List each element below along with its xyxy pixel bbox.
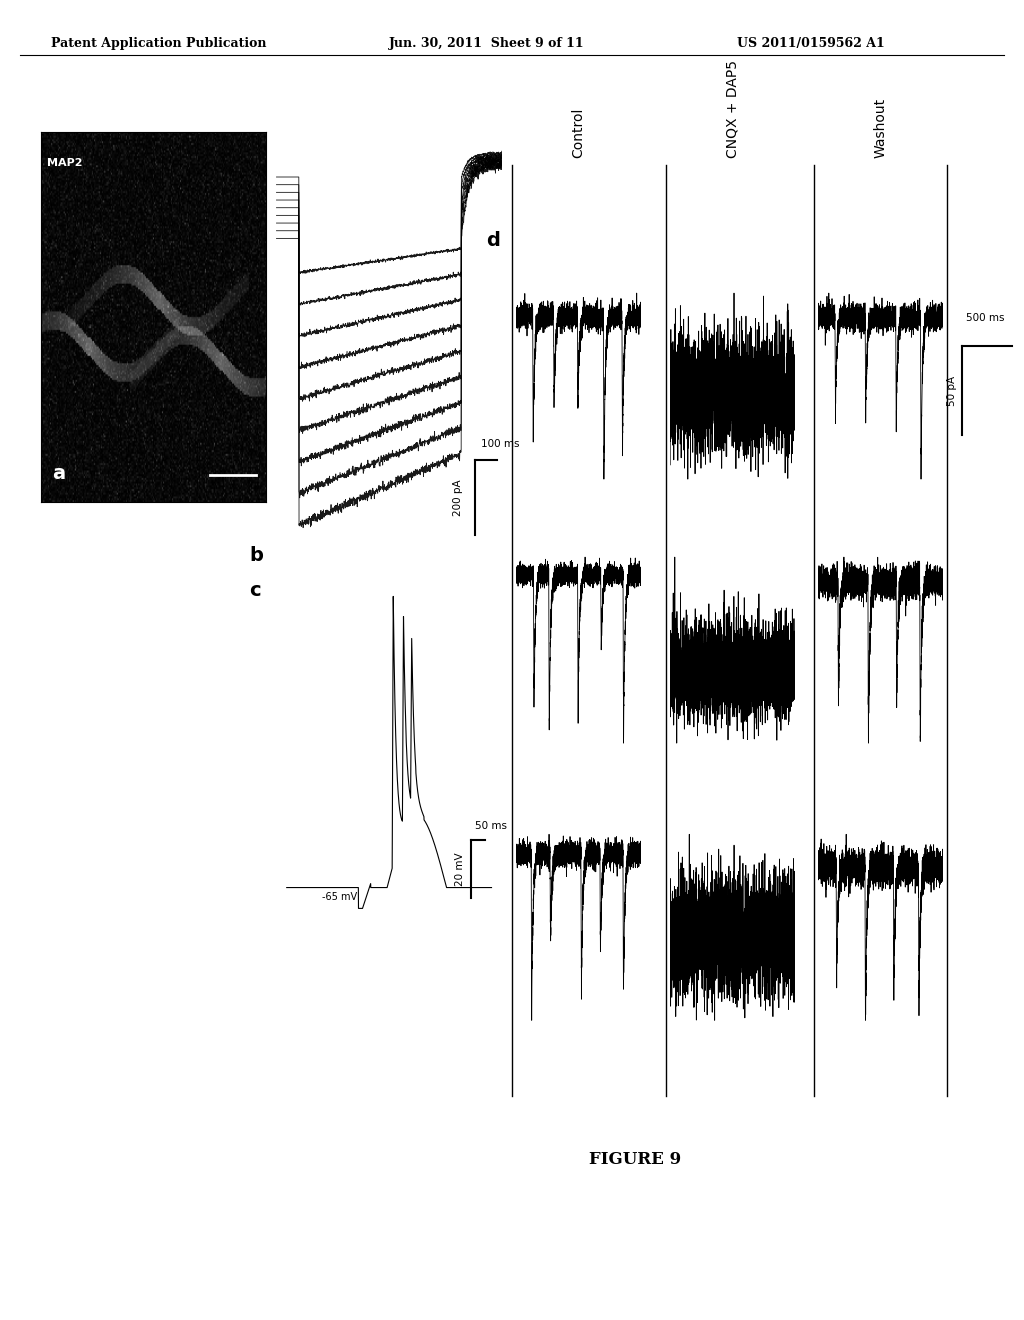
Text: c: c — [250, 581, 261, 599]
Text: Washout: Washout — [873, 98, 888, 158]
Text: a: a — [52, 465, 66, 483]
Text: Jun. 30, 2011  Sheet 9 of 11: Jun. 30, 2011 Sheet 9 of 11 — [389, 37, 585, 50]
Text: CNQX + DAP5: CNQX + DAP5 — [725, 61, 739, 158]
Text: MAP2: MAP2 — [47, 158, 83, 168]
Text: Patent Application Publication: Patent Application Publication — [51, 37, 266, 50]
Text: -65 mV: -65 mV — [323, 892, 357, 902]
Text: b: b — [250, 546, 263, 565]
Text: FIGURE 9: FIGURE 9 — [589, 1151, 681, 1168]
Text: 20 mV: 20 mV — [455, 851, 465, 886]
Text: 100 ms: 100 ms — [481, 438, 520, 449]
Text: d: d — [486, 231, 501, 249]
Text: US 2011/0159562 A1: US 2011/0159562 A1 — [737, 37, 885, 50]
Text: 50 ms: 50 ms — [475, 821, 507, 832]
Text: 500 ms: 500 ms — [966, 313, 1005, 323]
Text: 200 pA: 200 pA — [454, 479, 464, 516]
Text: Control: Control — [571, 108, 586, 158]
Text: 50 pA: 50 pA — [947, 376, 957, 405]
